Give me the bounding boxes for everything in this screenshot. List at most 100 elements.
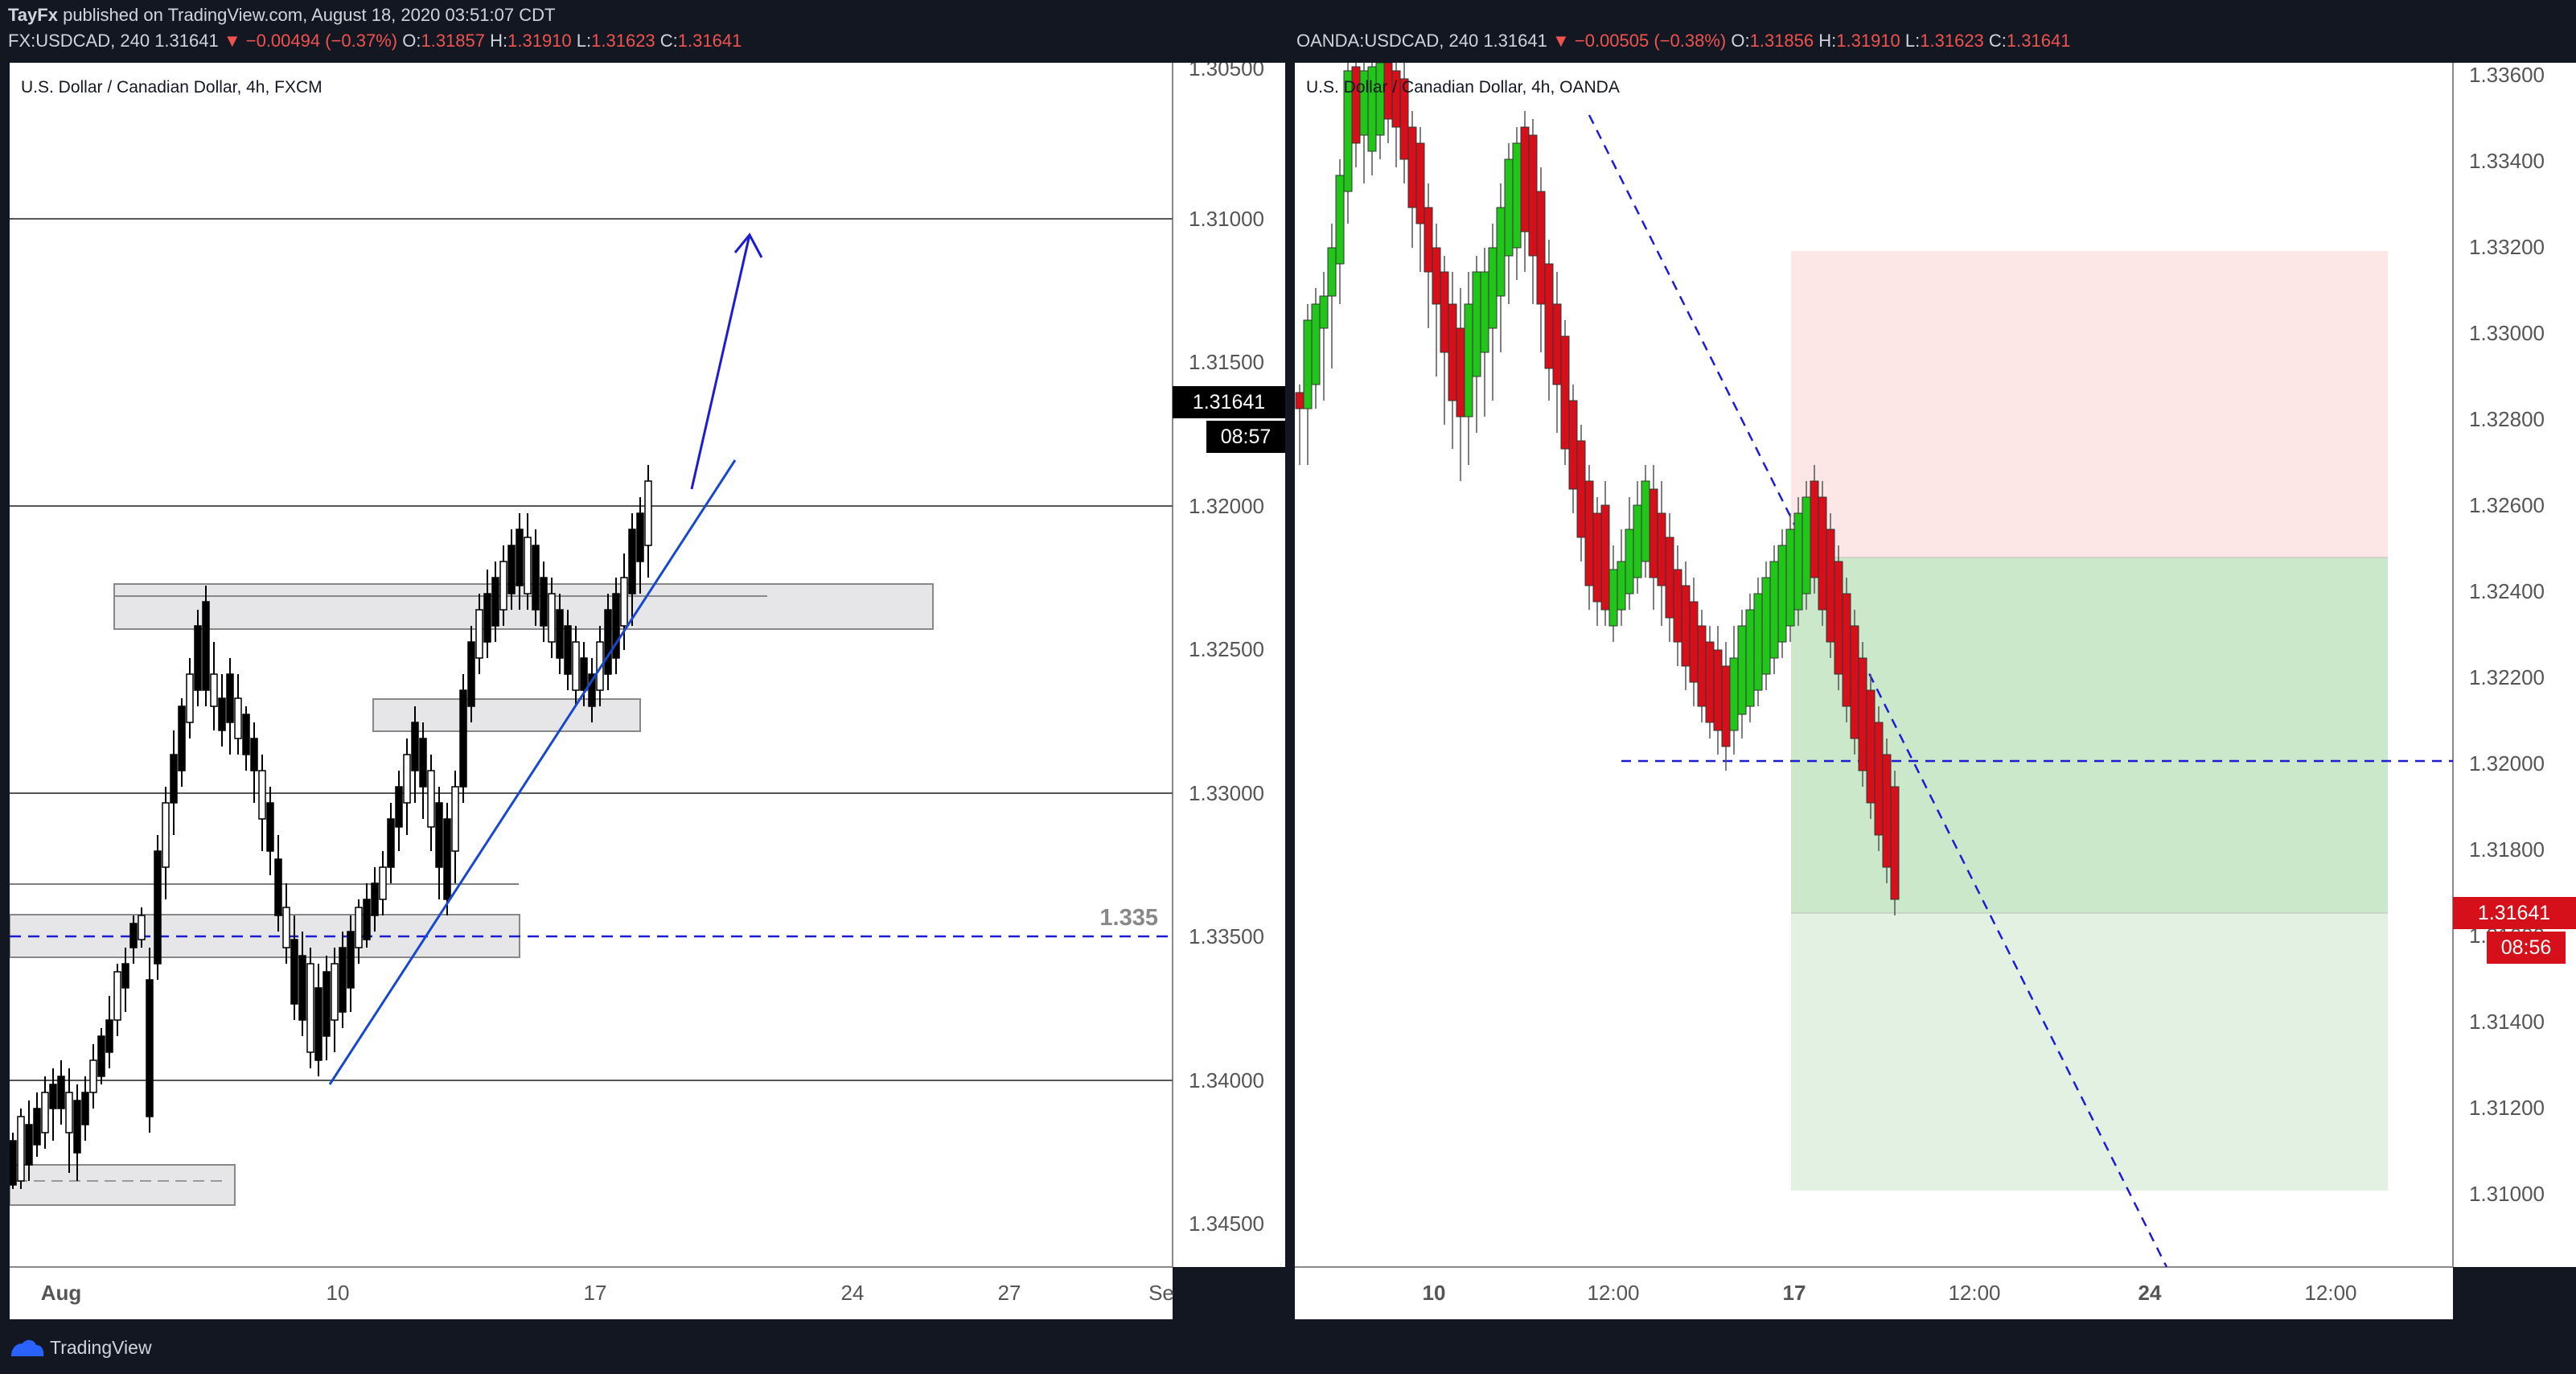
bearish-candle[interactable]: [1882, 754, 1892, 868]
candle-body[interactable]: [443, 818, 451, 900]
bullish-candle[interactable]: [1777, 545, 1787, 643]
candle-body[interactable]: [210, 673, 218, 707]
candle-body[interactable]: [556, 609, 564, 659]
bullish-candle[interactable]: [1729, 657, 1739, 731]
bullish-candle[interactable]: [1745, 609, 1755, 707]
bullish-candle[interactable]: [1753, 593, 1763, 691]
candle-body[interactable]: [387, 818, 395, 868]
candle-body[interactable]: [306, 963, 314, 1053]
candle-body[interactable]: [65, 1092, 73, 1133]
bearish-candle[interactable]: [1407, 126, 1417, 208]
bearish-candle[interactable]: [1890, 786, 1900, 900]
bullish-candle[interactable]: [1737, 625, 1747, 715]
candle-body[interactable]: [347, 931, 355, 989]
candle-body[interactable]: [178, 706, 186, 771]
candle-body[interactable]: [17, 1116, 25, 1182]
candle-body[interactable]: [363, 899, 371, 940]
candle-body[interactable]: [154, 850, 162, 965]
bullish-candle[interactable]: [1496, 207, 1506, 297]
bearish-candle[interactable]: [1520, 126, 1530, 232]
bearish-candle[interactable]: [1552, 303, 1562, 385]
bullish-candle[interactable]: [1617, 561, 1626, 611]
bullish-candle[interactable]: [1761, 577, 1771, 675]
candle-body[interactable]: [620, 577, 628, 627]
bullish-candle[interactable]: [1311, 303, 1321, 385]
candle-body[interactable]: [194, 625, 202, 691]
bullish-candle[interactable]: [1608, 569, 1618, 627]
bearish-candle[interactable]: [1649, 488, 1658, 578]
candle-body[interactable]: [97, 1035, 105, 1077]
candle-body[interactable]: [218, 697, 226, 731]
candle-body[interactable]: [628, 529, 636, 594]
left-candles[interactable]: [10, 465, 652, 1189]
candle-body[interactable]: [499, 561, 507, 611]
bearish-candle[interactable]: [1448, 303, 1457, 401]
candle-body[interactable]: [290, 939, 298, 1005]
candle-body[interactable]: [331, 963, 339, 1021]
bearish-candle[interactable]: [1689, 601, 1699, 683]
right-price-axis[interactable]: [2453, 63, 2576, 1267]
candle-body[interactable]: [564, 625, 572, 675]
candle-body[interactable]: [298, 955, 306, 1021]
candle-body[interactable]: [33, 1108, 41, 1146]
candle-body[interactable]: [226, 673, 234, 723]
candle-body[interactable]: [524, 537, 532, 594]
bearish-candle[interactable]: [1874, 722, 1884, 836]
candle-body[interactable]: [250, 738, 258, 771]
candle-body[interactable]: [339, 947, 347, 1013]
candle-body[interactable]: [572, 641, 580, 691]
bearish-candle[interactable]: [1665, 537, 1674, 619]
right-candles[interactable]: [1295, 63, 1900, 915]
bullish-candle[interactable]: [1464, 303, 1473, 418]
stop-loss-zone[interactable]: [1791, 251, 2388, 557]
candle-body[interactable]: [580, 657, 588, 691]
bullish-candle[interactable]: [1488, 247, 1498, 329]
candle-body[interactable]: [81, 1092, 89, 1125]
candle-body[interactable]: [355, 907, 363, 948]
bullish-candle[interactable]: [1303, 319, 1313, 409]
candle-body[interactable]: [604, 609, 612, 675]
candle-body[interactable]: [507, 545, 516, 594]
bearish-candle[interactable]: [1842, 593, 1851, 707]
bearish-candle[interactable]: [1528, 134, 1538, 257]
bearish-candle[interactable]: [1568, 400, 1578, 490]
bullish-candle[interactable]: [1512, 142, 1522, 249]
bearish-candle[interactable]: [1810, 480, 1819, 578]
candle-body[interactable]: [146, 979, 154, 1117]
bearish-candle[interactable]: [1850, 625, 1859, 739]
candle-body[interactable]: [266, 802, 274, 852]
candle-body[interactable]: [57, 1076, 65, 1109]
bearish-candle[interactable]: [1673, 569, 1682, 643]
candle-body[interactable]: [612, 593, 620, 659]
bearish-candle[interactable]: [1697, 625, 1707, 707]
candle-body[interactable]: [644, 480, 652, 546]
bullish-candle[interactable]: [1327, 247, 1337, 297]
footer-brand[interactable]: TradingView: [50, 1337, 152, 1358]
right-chart[interactable]: 1.33600 1.33400 1.33200 1.33000 1.32800 1.326…: [1295, 63, 2576, 1319]
bearish-candle[interactable]: [1432, 247, 1441, 305]
candle-body[interactable]: [427, 770, 435, 828]
candle-body[interactable]: [395, 786, 403, 828]
candle-body[interactable]: [121, 963, 129, 989]
candle-body[interactable]: [314, 987, 323, 1061]
candle-body[interactable]: [636, 512, 644, 562]
left-horizontal-levels[interactable]: [10, 218, 1173, 1081]
candle-body[interactable]: [129, 923, 138, 948]
bullish-candle[interactable]: [1504, 158, 1514, 257]
bearish-candle[interactable]: [1440, 271, 1449, 353]
bearish-candle[interactable]: [1826, 529, 1835, 643]
bearish-candle[interactable]: [1560, 335, 1570, 450]
candle-body[interactable]: [274, 858, 282, 916]
candle-body[interactable]: [105, 1019, 113, 1053]
candle-body[interactable]: [451, 786, 459, 852]
bullish-candle[interactable]: [1625, 529, 1634, 594]
bullish-candle[interactable]: [1793, 512, 1803, 611]
candle-body[interactable]: [435, 802, 443, 868]
candle-body[interactable]: [323, 971, 331, 1037]
candle-body[interactable]: [483, 593, 491, 643]
bullish-candle[interactable]: [1769, 561, 1779, 659]
candle-body[interactable]: [379, 866, 387, 900]
candle-body[interactable]: [459, 689, 467, 788]
candle-body[interactable]: [491, 577, 499, 627]
bearish-candle[interactable]: [1818, 496, 1827, 611]
